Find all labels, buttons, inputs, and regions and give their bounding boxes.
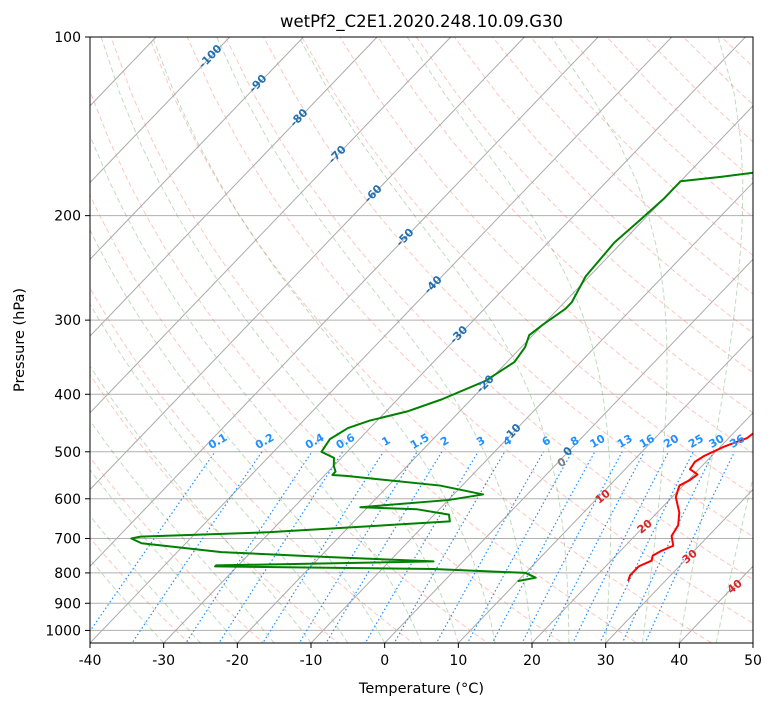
dry-adiabat-line: [90, 373, 340, 643]
moist-adiabat-line: [551, 37, 668, 643]
y-tick-label: 900: [54, 596, 81, 612]
dry-adiabat-line: [90, 286, 414, 643]
y-tick-label: 200: [54, 209, 81, 225]
dry-adiabat-line: [377, 37, 753, 414]
moist-adiabat-line: [90, 558, 165, 643]
x-tick-label: -30: [152, 653, 175, 669]
x-axis: -40 -30 -20 -10 0 10 20 30 40 50: [79, 643, 762, 669]
mixing-ratio-line: [218, 451, 344, 643]
dry-adiabat-line: [453, 37, 753, 334]
dewpoint-profile-line: [130, 171, 753, 583]
isotherm-gridline: [383, 258, 753, 643]
isotherm-gridline: [90, 37, 599, 567]
dry-adiabat-line: [263, 37, 753, 538]
y-tick-label: 600: [54, 492, 81, 508]
x-tick-label: 30: [597, 653, 615, 669]
isotherm-gridline: [90, 37, 452, 414]
x-tick-label: -40: [79, 653, 102, 669]
isotherm-gridline: [236, 105, 753, 643]
mixing-ratio-line: [364, 451, 479, 643]
mixing-ratio-line: [131, 451, 263, 643]
y-tick-label: 400: [54, 387, 81, 403]
data-lines: [130, 171, 753, 583]
x-tick-label: 0: [380, 653, 389, 669]
isotherm-gridline: [90, 37, 526, 491]
y-tick-label: 500: [54, 445, 81, 461]
plot-frame: [89, 36, 754, 644]
y-axis: 100 200 300 400 500 600 700 800 900 1000: [45, 30, 90, 639]
mixing-ratio-line: [185, 451, 313, 643]
mixing-ratio-line: [262, 451, 384, 643]
isotherm-gridline: [90, 37, 305, 261]
moist-adiabat-line: [298, 37, 570, 643]
x-tick-label: 40: [670, 653, 688, 669]
isotherm-gridline: [90, 37, 378, 337]
y-tick-label: 300: [54, 313, 81, 329]
x-tick-label: -20: [226, 653, 249, 669]
dry-adiabat-line: [90, 537, 190, 643]
moist-adiabat-line: [90, 133, 422, 643]
moist-adiabat-line: [152, 37, 496, 643]
moist-adiabat-line: [90, 303, 349, 643]
dry-adiabat-line: [90, 89, 564, 643]
moist-adiabat-line: [100, 37, 459, 643]
y-tick-label: 100: [54, 30, 81, 46]
temperature-profile-line: [627, 432, 753, 582]
moist-adiabat-line: [90, 228, 386, 643]
isotherm-gridline: [90, 37, 231, 184]
x-axis-title: Temperature (°C): [358, 681, 484, 697]
moist-adiabat-line: [90, 469, 238, 643]
dry-adiabat-line: [339, 37, 753, 454]
x-tick-label: -10: [300, 653, 323, 669]
y-tick-label: 700: [54, 532, 81, 548]
chart-title: wetPf2_C2E1.2020.248.10.09.G30: [280, 12, 563, 32]
mixing-ratio-line: [325, 451, 443, 643]
moist-adiabat-line: [216, 37, 533, 643]
dry-adiabat-line: [148, 37, 713, 643]
isotherm-gridline: [90, 37, 673, 643]
moist-adiabat-line: [678, 37, 744, 643]
dry-adiabat-line: [492, 37, 753, 295]
dry-adiabat-line: [110, 37, 638, 643]
y-axis-title: Pressure (hPa): [12, 288, 28, 392]
moist-adiabat-line: [90, 365, 312, 643]
y-tick-label: 1000: [45, 623, 81, 639]
moist-adiabat-line: [715, 475, 753, 643]
moist-adiabat-line: [90, 419, 275, 643]
moist-adiabat-line: [90, 514, 201, 643]
x-tick-label: 20: [523, 653, 541, 669]
isotherm-gridline: [531, 412, 753, 643]
mixing-ratio-line: [599, 451, 694, 643]
isotherm-gridline: [310, 181, 753, 643]
isotherm-gridline: [604, 488, 753, 643]
mixing-ratio-line: [521, 451, 623, 643]
isotherm-gridline: [162, 37, 747, 643]
moist-adiabat-line: [406, 37, 612, 643]
mixing-ratio-line: [298, 451, 418, 643]
mixing-ratio-line: [491, 451, 596, 643]
dry-adiabat-line: [186, 37, 753, 624]
x-tick-label: 50: [744, 653, 762, 669]
mixing-ratio-line: [621, 451, 715, 643]
y-tick-label: 800: [54, 566, 81, 582]
mixing-ratio-line: [393, 451, 506, 643]
isotherm-gridline: [457, 335, 753, 643]
x-tick-label: 10: [449, 653, 467, 669]
dry-adiabat-line: [90, 456, 265, 643]
